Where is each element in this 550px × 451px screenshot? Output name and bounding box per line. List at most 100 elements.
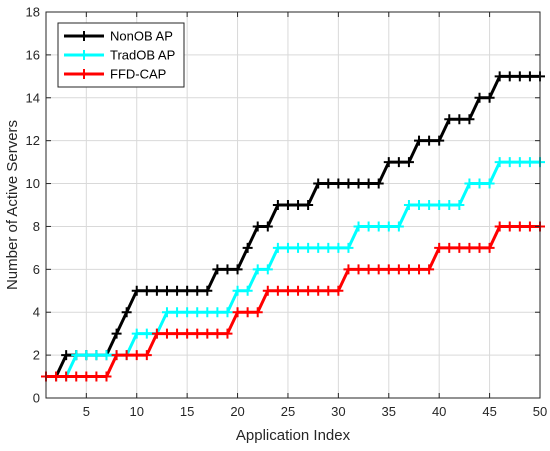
legend-marker [79,50,89,60]
data-point-marker [161,285,172,296]
data-point-marker [222,307,233,318]
data-point-marker [383,157,394,168]
data-point-marker [313,285,324,296]
y-tick-label: 8 [33,219,40,234]
data-point-marker [293,200,304,210]
data-point-marker [323,285,334,296]
data-point-marker [444,242,455,253]
data-point-marker [403,157,414,168]
x-tick-label: 10 [130,404,144,419]
data-point-marker [222,328,233,339]
legend: NonOB AP TradOB AP FFD-CAP [57,22,185,88]
data-point-marker [333,242,344,253]
data-point-marker [504,157,515,168]
data-point-marker [91,350,102,361]
data-point-marker [101,371,112,382]
data-point-marker [172,285,183,296]
legend-entry: FFD-CAP [64,67,166,82]
data-point-marker [424,135,435,146]
data-point-marker [131,328,142,339]
data-point-marker [202,307,213,318]
data-point-marker [232,264,243,275]
data-point-marker [343,264,354,275]
data-point-marker [212,328,223,339]
legend-label: FFD-CAP [110,67,166,82]
data-point-marker [71,350,82,361]
data-point-marker [504,221,515,232]
data-point-marker [282,200,293,210]
x-tick-label: 50 [533,404,547,419]
data-point-marker [293,285,304,296]
y-tick-label: 4 [33,305,40,320]
data-point-marker [172,328,183,339]
data-point-marker [182,285,193,296]
data-point-marker [333,285,344,296]
data-point-marker [262,264,273,275]
data-point-marker [393,157,404,168]
data-point-marker [151,285,162,296]
data-point-marker [192,328,203,339]
data-point-marker [504,71,515,82]
data-point-marker [373,264,384,275]
data-point-marker [474,242,485,253]
data-point-marker [403,264,414,275]
data-point-marker [514,157,525,168]
data-point-marker [81,350,92,361]
data-point-marker [121,307,132,318]
data-point-marker [141,328,152,339]
data-point-marker [343,178,354,189]
data-point-marker [484,242,495,253]
data-point-marker [333,178,344,189]
data-point-marker [232,285,243,296]
data-point-marker [524,221,535,232]
data-point-marker [222,264,233,275]
data-point-marker [262,285,273,296]
data-point-marker [514,221,525,232]
data-point-marker [282,242,293,253]
data-point-marker [111,350,122,361]
data-point-marker [494,221,505,232]
data-point-marker [91,371,102,382]
data-point-marker [141,285,152,296]
data-point-marker [373,178,384,189]
legend-label: TradOB AP [110,48,175,63]
data-point-marker [454,242,465,253]
data-point-marker [303,242,314,253]
data-point-marker [303,200,314,210]
data-point-marker [373,221,384,232]
data-point-marker [343,242,354,253]
data-point-marker [424,264,435,275]
data-point-marker [434,135,445,146]
legend-marker [79,31,89,41]
y-tick-label: 12 [26,133,40,148]
data-point-marker [51,371,62,382]
legend-entry: TradOB AP [64,48,175,63]
data-point-marker [363,264,374,275]
data-point-marker [494,71,505,82]
data-point-marker [131,350,142,361]
data-point-marker [524,71,535,82]
data-point-marker [111,328,122,339]
x-tick-label: 15 [180,404,194,419]
data-point-marker [272,285,283,296]
data-point-marker [363,178,374,189]
y-axis-label: Number of Active Servers [4,120,21,290]
series-2 [41,221,545,382]
x-tick-label: 25 [281,404,295,419]
data-point-marker [272,242,283,253]
y-tick-label: 6 [33,262,40,277]
data-point-marker [262,221,273,232]
data-point-marker [81,371,92,382]
data-point-marker [353,221,364,232]
data-point-marker [494,157,505,168]
data-point-marker [383,264,394,275]
x-tick-label: 45 [482,404,496,419]
data-point-marker [464,178,475,189]
y-tick-label: 2 [33,348,40,363]
data-point-marker [484,178,495,189]
data-point-marker [464,242,475,253]
series-lines [41,71,545,382]
data-point-marker [434,200,445,210]
